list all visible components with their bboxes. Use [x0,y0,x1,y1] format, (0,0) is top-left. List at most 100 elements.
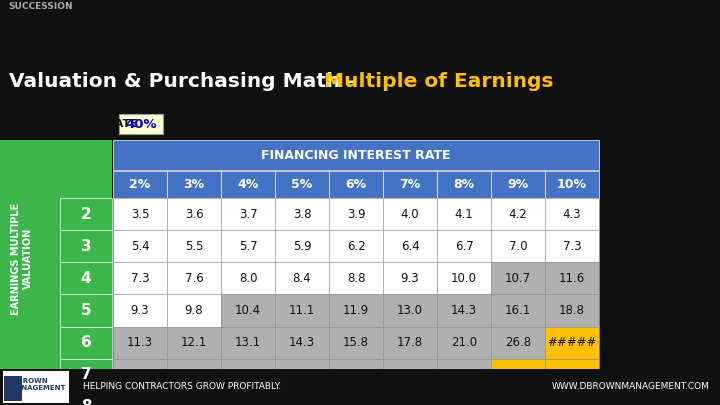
Text: 19.5: 19.5 [235,400,261,405]
Text: 11.1: 11.1 [289,304,315,317]
Text: 14.6: 14.6 [181,368,207,381]
Bar [0,141,112,369]
Text: 13.1: 13.1 [235,336,261,349]
Bar [113,262,167,294]
Text: 6.7: 6.7 [454,240,473,253]
Text: 40.1: 40.1 [397,400,423,405]
Text: 10.7: 10.7 [505,272,531,285]
Bar [383,230,437,262]
Text: 7.0: 7.0 [509,240,527,253]
Bar [60,198,112,230]
Text: 15.8: 15.8 [343,336,369,349]
Text: 13.0: 13.0 [397,304,423,317]
Bar [113,230,167,262]
Bar [60,262,112,294]
Text: 21.0: 21.0 [451,336,477,349]
Text: Multiple of Earnings: Multiple of Earnings [310,72,553,91]
Bar [221,358,275,390]
Bar [383,171,437,198]
Text: Valuation & Purchasing Math -  Multiple of Earnings: Valuation & Purchasing Math - Multiple o… [9,72,599,91]
Text: 8: 8 [81,399,91,405]
Text: 8.8: 8.8 [347,272,365,285]
Bar [545,198,599,230]
Bar [113,358,167,390]
Bar [113,390,167,405]
Bar [275,390,329,405]
Bar [437,358,491,390]
Bar [167,390,221,405]
Bar [383,294,437,326]
Text: 3: 3 [81,239,91,254]
Text: 9.8: 9.8 [185,304,203,317]
Text: 5.5: 5.5 [185,240,203,253]
Bar [491,171,545,198]
Text: 3.9: 3.9 [347,208,365,221]
Bar [221,198,275,230]
Text: 4.2: 4.2 [508,208,527,221]
Bar [329,358,383,390]
Bar [383,358,437,390]
Text: 11.9: 11.9 [343,304,369,317]
FancyBboxPatch shape [119,114,163,134]
Bar [437,390,491,405]
Text: 9.3: 9.3 [131,304,149,317]
Text: Pay-Off
Period
in Years
With No
Growth: Pay-Off Period in Years With No Growth [653,182,713,259]
Text: 6%: 6% [346,179,366,192]
Text: HELPING CONTRACTORS GROW PROFITABLY.: HELPING CONTRACTORS GROW PROFITABLY. [83,382,281,391]
Bar [113,171,167,198]
Bar [545,390,599,405]
Text: 20.7: 20.7 [343,368,369,381]
Bar [545,171,599,198]
Text: 5%: 5% [292,179,312,192]
Text: 3.5: 3.5 [131,208,149,221]
Bar [275,358,329,390]
Bar [221,294,275,326]
Text: 5.7: 5.7 [239,240,257,253]
Text: WWW.DBROWNMANAGEMENT.COM: WWW.DBROWNMANAGEMENT.COM [552,382,709,391]
Text: 26.8: 26.8 [505,336,531,349]
Bar [167,171,221,198]
Bar [113,198,167,230]
Text: 7.3: 7.3 [563,240,581,253]
Bar [275,198,329,230]
Text: 40%: 40% [125,118,157,131]
Text: 5.4: 5.4 [131,240,149,253]
Text: 4%: 4% [238,179,258,192]
Bar [113,141,599,171]
Text: 10.4: 10.4 [235,304,261,317]
Text: 3%: 3% [184,179,204,192]
Bar [437,262,491,294]
Text: #####: ##### [439,400,489,405]
Bar [383,198,437,230]
Bar [221,326,275,358]
Bar [167,326,221,358]
Text: 10%: 10% [557,179,587,192]
Bar [329,326,383,358]
Text: 7.6: 7.6 [184,272,203,285]
Bar [167,262,221,294]
Text: 8%: 8% [454,179,474,192]
Text: EFFECTIVE TAX RATE: EFFECTIVE TAX RATE [8,119,138,129]
Text: 12.1: 12.1 [181,336,207,349]
Bar [383,326,437,358]
Text: 4: 4 [81,271,91,286]
Text: 27.7: 27.7 [343,400,369,405]
Bar [167,198,221,230]
Bar [329,390,383,405]
Bar [167,294,221,326]
Text: 5.9: 5.9 [293,240,311,253]
Bar [275,171,329,198]
Bar [167,230,221,262]
Bar [60,326,112,358]
Text: 9.3: 9.3 [401,272,419,285]
Bar [545,262,599,294]
Text: 16.1: 16.1 [235,368,261,381]
Text: D.BROWN
MANAGEMENT: D.BROWN MANAGEMENT [9,378,66,392]
Text: 8.0: 8.0 [239,272,257,285]
Text: 22.6: 22.6 [289,400,315,405]
Bar [329,171,383,198]
Text: EARNINGS MULTIPLE
VALUATION: EARNINGS MULTIPLE VALUATION [12,202,33,315]
Bar [491,326,545,358]
Text: 5: 5 [81,303,91,318]
Bar [275,230,329,262]
